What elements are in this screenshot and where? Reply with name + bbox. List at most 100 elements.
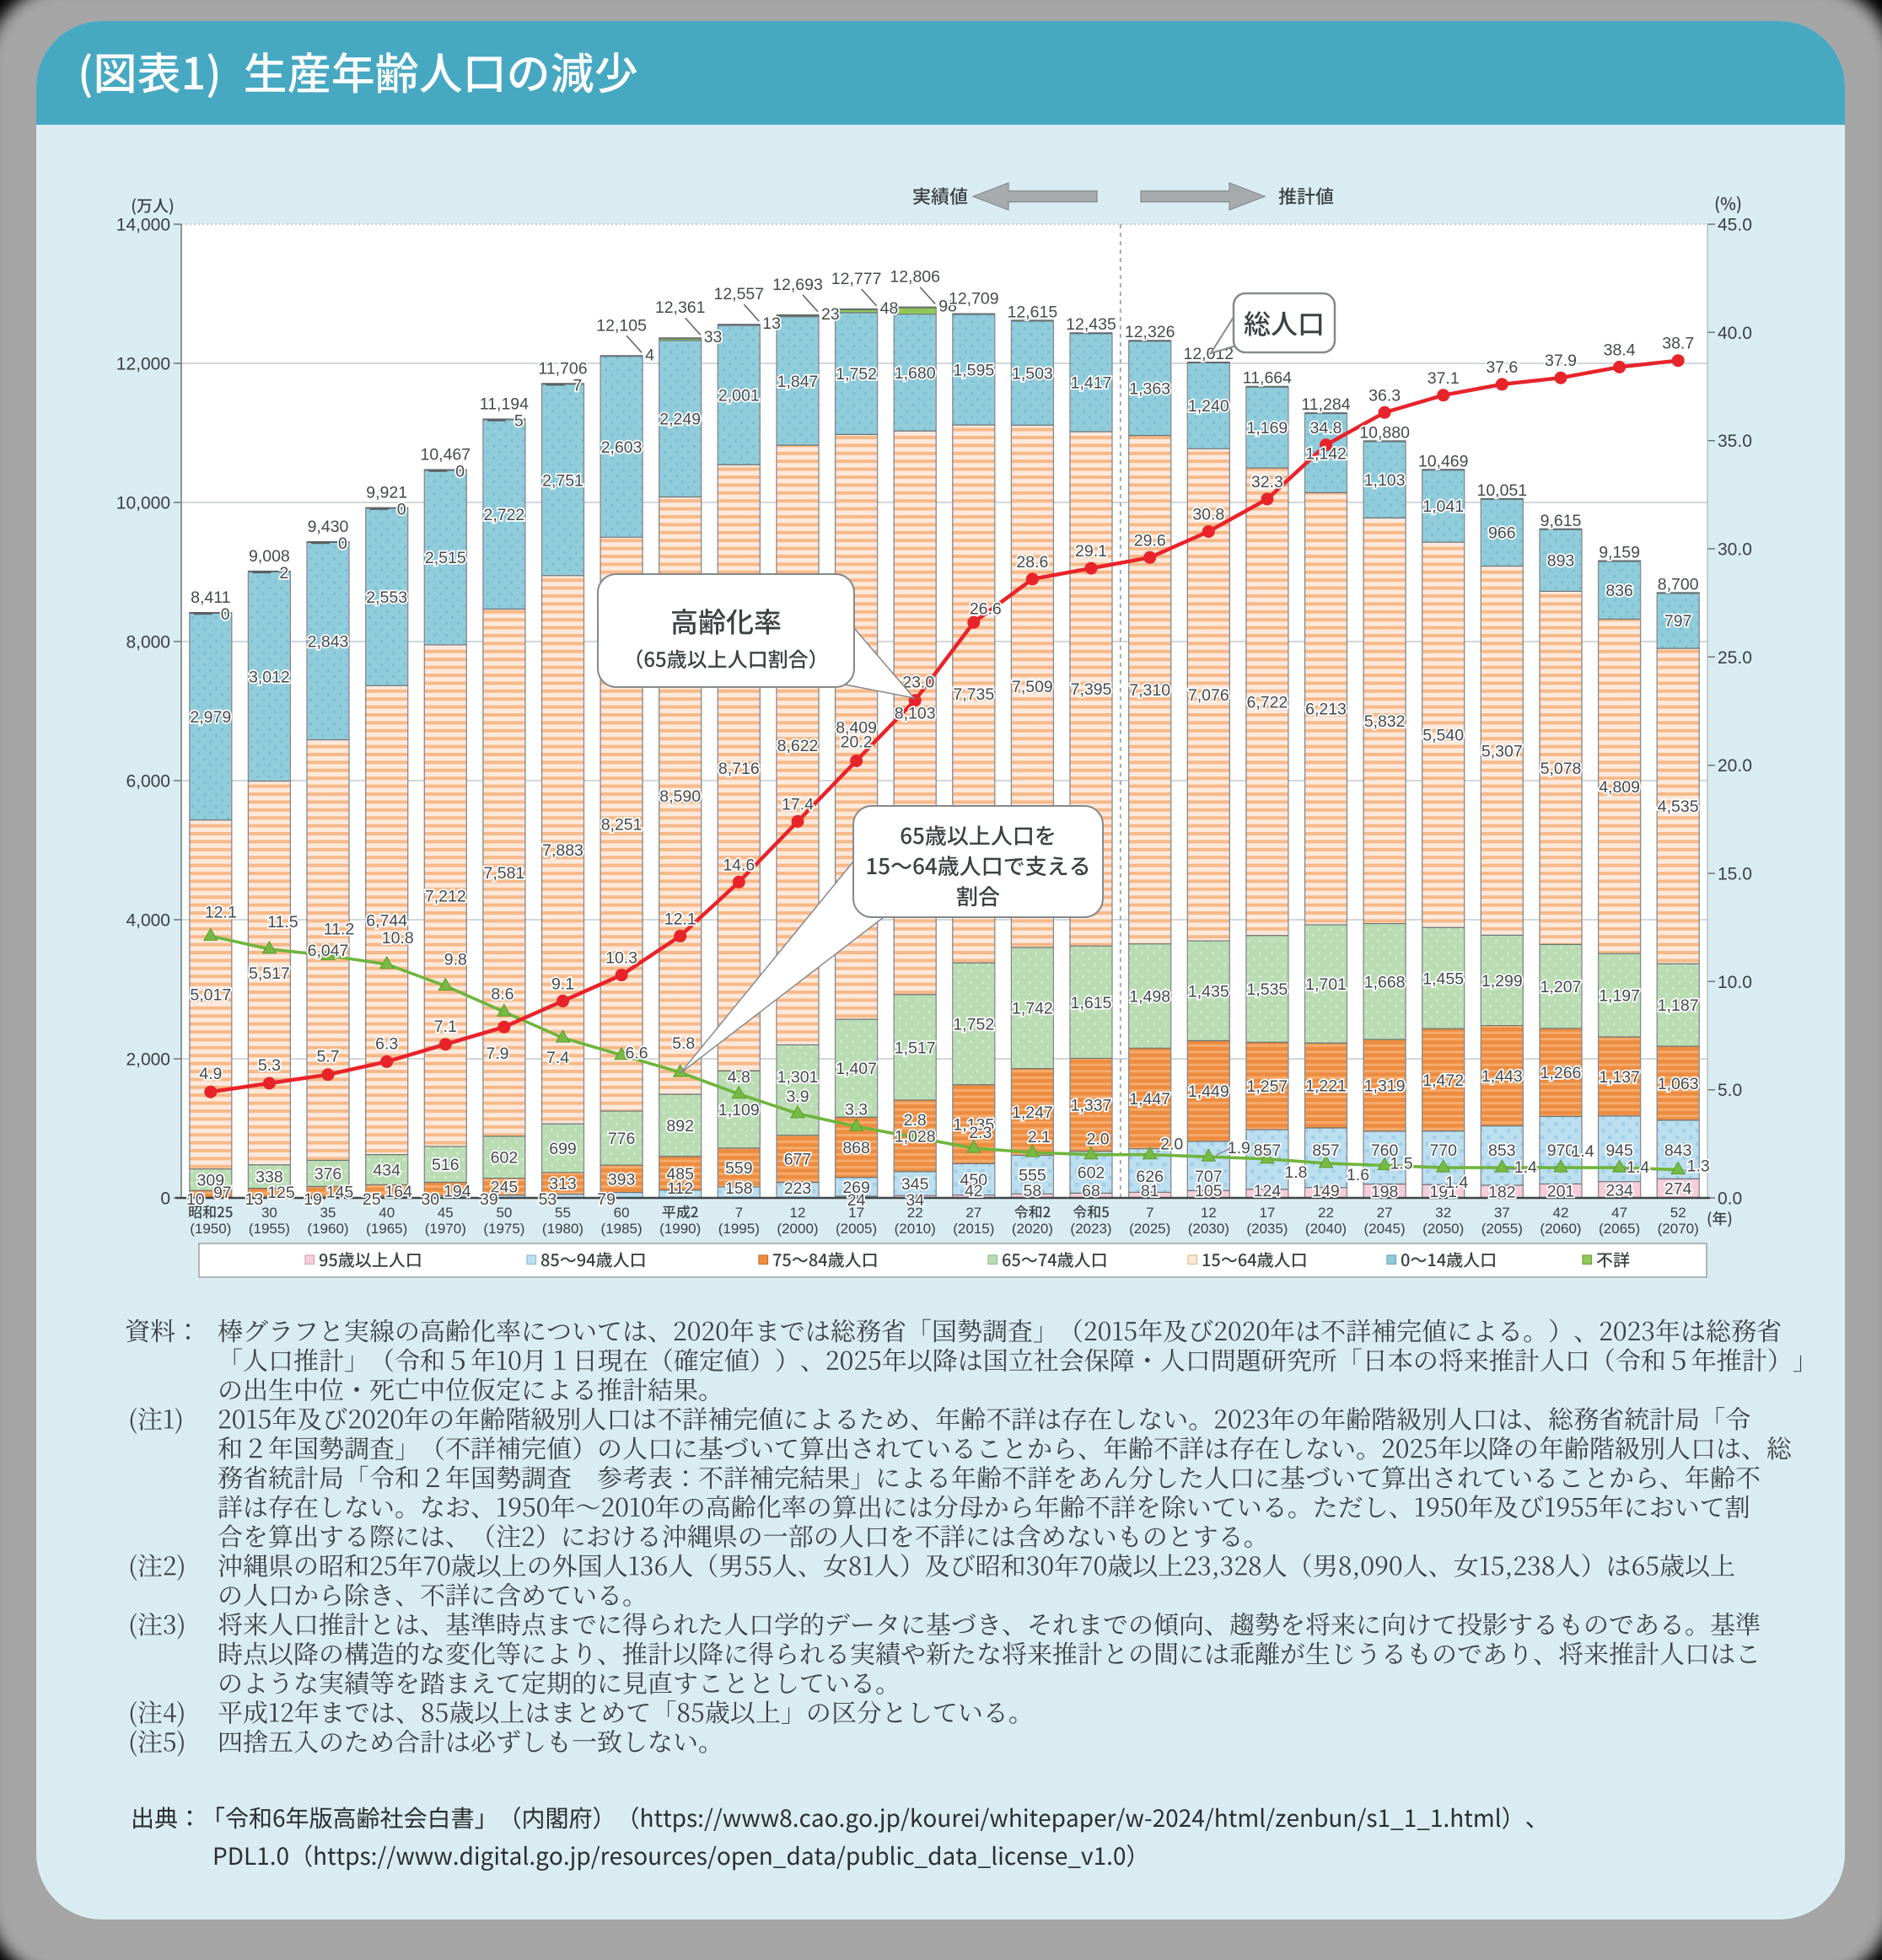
svg-text:1,503: 1,503 <box>1012 364 1053 383</box>
svg-text:42: 42 <box>1553 1205 1569 1221</box>
svg-text:11,284: 11,284 <box>1301 395 1350 414</box>
svg-text:1,435: 1,435 <box>1188 982 1229 1001</box>
svg-text:12,777: 12,777 <box>831 270 882 288</box>
svg-text:1,449: 1,449 <box>1188 1082 1229 1101</box>
svg-text:(2030): (2030) <box>1188 1221 1229 1237</box>
svg-text:10,051: 10,051 <box>1476 481 1527 500</box>
svg-text:2.1: 2.1 <box>1028 1128 1051 1146</box>
svg-text:11.2: 11.2 <box>324 921 355 939</box>
svg-text:485: 485 <box>666 1165 694 1184</box>
svg-text:1.4: 1.4 <box>1571 1142 1594 1161</box>
svg-text:1.3: 1.3 <box>1687 1157 1710 1176</box>
svg-text:(2050): (2050) <box>1422 1221 1464 1237</box>
svg-text:1.6: 1.6 <box>1347 1166 1369 1184</box>
svg-text:10,880: 10,880 <box>1359 423 1410 442</box>
svg-text:149: 149 <box>1312 1182 1340 1200</box>
svg-text:53: 53 <box>539 1190 557 1209</box>
svg-text:37: 37 <box>1494 1205 1510 1221</box>
svg-text:1,447: 1,447 <box>1129 1090 1170 1109</box>
svg-text:(2065): (2065) <box>1599 1221 1640 1237</box>
svg-text:4,809: 4,809 <box>1599 778 1640 797</box>
svg-text:11,664: 11,664 <box>1243 369 1292 388</box>
svg-text:12: 12 <box>790 1205 806 1221</box>
svg-text:38.4: 38.4 <box>1604 341 1636 359</box>
svg-text:12: 12 <box>1201 1205 1217 1221</box>
svg-text:68: 68 <box>1082 1182 1100 1200</box>
svg-text:(2055): (2055) <box>1481 1221 1523 1237</box>
svg-text:(1985): (1985) <box>601 1221 643 1237</box>
svg-text:0: 0 <box>455 463 465 481</box>
svg-text:5,540: 5,540 <box>1422 727 1464 745</box>
svg-text:24: 24 <box>847 1191 866 1210</box>
svg-text:12,105: 12,105 <box>596 316 647 335</box>
svg-text:1,319: 1,319 <box>1364 1077 1406 1096</box>
svg-text:11,706: 11,706 <box>538 359 587 378</box>
svg-text:5,517: 5,517 <box>249 964 290 983</box>
svg-text:125: 125 <box>267 1184 295 1202</box>
svg-text:559: 559 <box>725 1159 753 1178</box>
svg-text:4.8: 4.8 <box>728 1068 750 1087</box>
svg-text:25: 25 <box>363 1190 381 1209</box>
svg-text:760: 760 <box>1371 1141 1399 1160</box>
svg-text:2,979: 2,979 <box>190 708 231 727</box>
svg-text:17: 17 <box>1259 1205 1275 1221</box>
svg-text:2.0: 2.0 <box>1086 1130 1109 1149</box>
svg-text:345: 345 <box>901 1175 929 1194</box>
svg-text:7,395: 7,395 <box>1071 680 1112 699</box>
svg-text:1,137: 1,137 <box>1599 1068 1640 1087</box>
svg-text:12,615: 12,615 <box>1008 303 1058 321</box>
svg-text:5: 5 <box>514 412 524 431</box>
svg-text:34.8: 34.8 <box>1310 419 1342 438</box>
svg-text:945: 945 <box>1605 1141 1633 1160</box>
svg-text:7,883: 7,883 <box>542 841 583 860</box>
svg-text:(2025): (2025) <box>1129 1221 1170 1237</box>
svg-text:12,806: 12,806 <box>890 268 940 287</box>
svg-text:(2000): (2000) <box>777 1221 818 1237</box>
svg-text:20.2: 20.2 <box>841 733 873 752</box>
svg-text:1.4: 1.4 <box>1514 1158 1537 1177</box>
svg-text:40.0: 40.0 <box>1718 324 1752 343</box>
svg-text:58: 58 <box>1024 1182 1042 1200</box>
svg-text:79: 79 <box>597 1190 616 1209</box>
svg-text:35.0: 35.0 <box>1718 432 1752 451</box>
svg-text:3,012: 3,012 <box>249 668 290 686</box>
svg-text:602: 602 <box>1078 1164 1105 1183</box>
svg-text:5.0: 5.0 <box>1718 1081 1742 1100</box>
svg-text:0: 0 <box>160 1189 170 1209</box>
svg-text:27: 27 <box>965 1205 981 1221</box>
svg-text:(2023): (2023) <box>1070 1221 1111 1237</box>
svg-text:7.4: 7.4 <box>546 1049 569 1067</box>
svg-text:12,435: 12,435 <box>1066 315 1116 334</box>
svg-text:30.8: 30.8 <box>1192 506 1224 524</box>
svg-text:12.1: 12.1 <box>205 903 237 921</box>
svg-text:8,716: 8,716 <box>718 760 760 778</box>
svg-text:2,553: 2,553 <box>366 588 407 607</box>
svg-text:15.0: 15.0 <box>1718 865 1752 884</box>
svg-text:0.0: 0.0 <box>1718 1189 1742 1209</box>
svg-text:7,509: 7,509 <box>1012 678 1053 696</box>
svg-text:11.5: 11.5 <box>267 913 298 932</box>
svg-text:223: 223 <box>784 1179 812 1198</box>
svg-text:393: 393 <box>608 1170 636 1189</box>
svg-text:194: 194 <box>444 1183 471 1201</box>
svg-text:164: 164 <box>384 1183 412 1201</box>
svg-text:6,722: 6,722 <box>1246 693 1288 712</box>
svg-text:19: 19 <box>304 1190 322 1209</box>
svg-text:1.4: 1.4 <box>1627 1158 1649 1177</box>
svg-text:6,000: 6,000 <box>126 772 170 792</box>
svg-text:(2060): (2060) <box>1540 1221 1581 1237</box>
svg-text:27: 27 <box>1377 1205 1393 1221</box>
svg-text:1,443: 1,443 <box>1481 1067 1523 1086</box>
svg-text:30: 30 <box>421 1190 439 1209</box>
svg-text:450: 450 <box>960 1171 988 1189</box>
svg-text:37.1: 37.1 <box>1428 369 1460 388</box>
svg-text:2: 2 <box>279 564 288 583</box>
svg-text:0: 0 <box>338 534 347 553</box>
svg-text:3.9: 3.9 <box>786 1087 809 1106</box>
svg-text:9,008: 9,008 <box>249 547 290 566</box>
svg-text:1,615: 1,615 <box>1071 994 1112 1012</box>
svg-text:(1970): (1970) <box>425 1221 466 1237</box>
svg-text:(1965): (1965) <box>366 1221 407 1237</box>
svg-text:1,041: 1,041 <box>1422 497 1464 516</box>
svg-text:10,469: 10,469 <box>1418 452 1469 470</box>
